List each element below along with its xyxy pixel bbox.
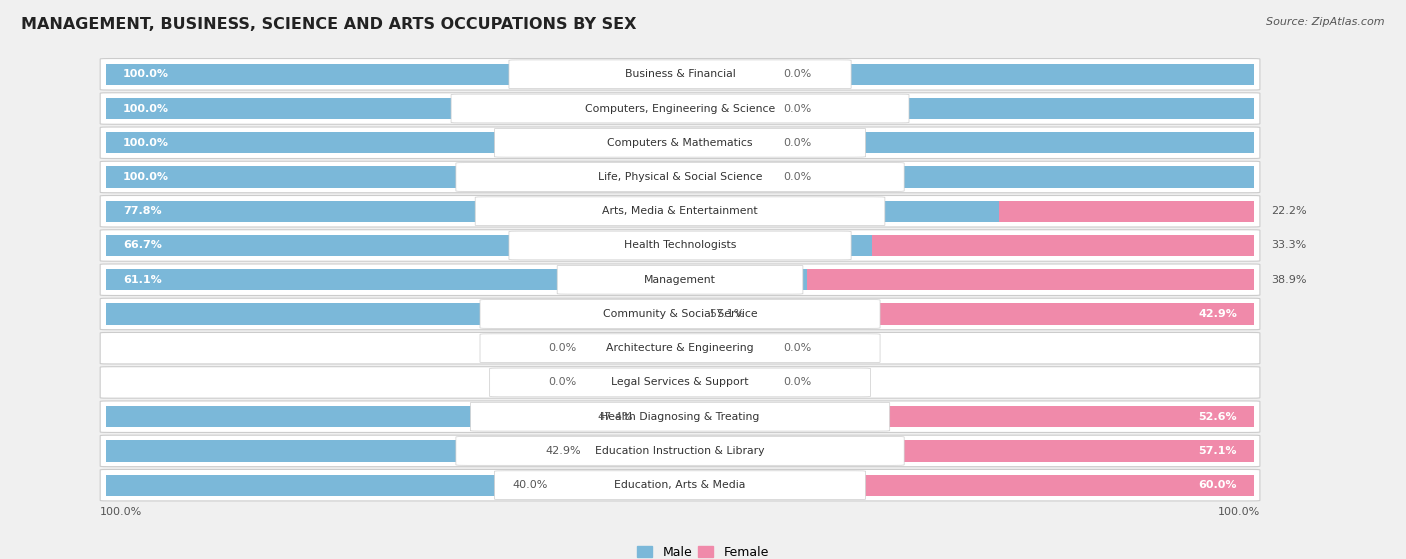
Text: 61.1%: 61.1% (124, 274, 162, 285)
FancyBboxPatch shape (100, 161, 1260, 193)
FancyBboxPatch shape (495, 471, 866, 500)
FancyBboxPatch shape (100, 367, 1260, 398)
Text: 0.0%: 0.0% (783, 69, 811, 79)
Bar (105, 64, 1254, 85)
Text: 100.0%: 100.0% (124, 103, 169, 113)
Text: 42.9%: 42.9% (1198, 309, 1237, 319)
FancyBboxPatch shape (100, 59, 1260, 90)
Bar (588, 372, 669, 393)
Text: Health Technologists: Health Technologists (624, 240, 737, 250)
FancyBboxPatch shape (100, 264, 1260, 296)
FancyBboxPatch shape (451, 94, 910, 123)
Bar (599, 440, 1254, 462)
FancyBboxPatch shape (100, 196, 1260, 227)
FancyBboxPatch shape (100, 435, 1260, 467)
Bar (692, 167, 772, 188)
Text: 0.0%: 0.0% (783, 138, 811, 148)
Text: Computers, Engineering & Science: Computers, Engineering & Science (585, 103, 775, 113)
Text: 0.0%: 0.0% (783, 103, 811, 113)
Bar (807, 269, 1254, 290)
FancyBboxPatch shape (489, 368, 870, 397)
Bar (692, 338, 772, 359)
FancyBboxPatch shape (509, 60, 851, 89)
Text: 33.3%: 33.3% (1271, 240, 1306, 250)
Bar (105, 98, 1254, 119)
Text: 52.6%: 52.6% (1198, 411, 1237, 421)
FancyBboxPatch shape (100, 127, 1260, 159)
Text: 0.0%: 0.0% (783, 343, 811, 353)
FancyBboxPatch shape (100, 401, 1260, 433)
Bar (105, 475, 565, 496)
Text: 0.0%: 0.0% (548, 343, 576, 353)
Text: 0.0%: 0.0% (783, 377, 811, 387)
Text: 47.4%: 47.4% (598, 411, 633, 421)
Text: 0.0%: 0.0% (548, 377, 576, 387)
Text: 22.2%: 22.2% (1271, 206, 1308, 216)
Text: Business & Financial: Business & Financial (624, 69, 735, 79)
Text: 100.0%: 100.0% (124, 69, 169, 79)
Bar (105, 132, 1254, 153)
Text: 40.0%: 40.0% (513, 480, 548, 490)
Text: 100.0%: 100.0% (124, 138, 169, 148)
FancyBboxPatch shape (456, 163, 904, 191)
Bar (872, 235, 1254, 256)
Text: Education, Arts & Media: Education, Arts & Media (614, 480, 745, 490)
Bar (692, 98, 772, 119)
Text: Source: ZipAtlas.com: Source: ZipAtlas.com (1267, 17, 1385, 27)
FancyBboxPatch shape (479, 334, 880, 363)
Legend: Male, Female: Male, Female (633, 541, 773, 559)
FancyBboxPatch shape (100, 93, 1260, 124)
Text: 42.9%: 42.9% (546, 446, 581, 456)
FancyBboxPatch shape (509, 231, 851, 260)
Text: Legal Services & Support: Legal Services & Support (612, 377, 749, 387)
FancyBboxPatch shape (471, 402, 890, 431)
Text: Architecture & Engineering: Architecture & Engineering (606, 343, 754, 353)
FancyBboxPatch shape (100, 230, 1260, 261)
Bar (692, 132, 772, 153)
Text: 60.0%: 60.0% (1198, 480, 1237, 490)
Text: 100.0%: 100.0% (124, 172, 169, 182)
FancyBboxPatch shape (100, 333, 1260, 364)
Text: MANAGEMENT, BUSINESS, SCIENCE AND ARTS OCCUPATIONS BY SEX: MANAGEMENT, BUSINESS, SCIENCE AND ARTS O… (21, 17, 637, 32)
Bar (105, 269, 807, 290)
Bar (692, 64, 772, 85)
Text: 38.9%: 38.9% (1271, 274, 1306, 285)
Bar (650, 406, 1254, 427)
Bar (105, 201, 1000, 222)
Text: 66.7%: 66.7% (124, 240, 162, 250)
FancyBboxPatch shape (475, 197, 884, 226)
Bar (762, 304, 1254, 325)
Bar (588, 338, 669, 359)
Text: Arts, Media & Entertainment: Arts, Media & Entertainment (602, 206, 758, 216)
Text: 57.1%: 57.1% (709, 309, 744, 319)
FancyBboxPatch shape (479, 300, 880, 328)
Bar (105, 304, 762, 325)
Text: Health Diagnosing & Treating: Health Diagnosing & Treating (600, 411, 759, 421)
Text: Community & Social Service: Community & Social Service (603, 309, 758, 319)
Text: Education Instruction & Library: Education Instruction & Library (595, 446, 765, 456)
FancyBboxPatch shape (495, 129, 866, 157)
Bar (105, 235, 872, 256)
FancyBboxPatch shape (456, 437, 904, 465)
Bar (105, 167, 1254, 188)
Text: Life, Physical & Social Science: Life, Physical & Social Science (598, 172, 762, 182)
Text: 77.8%: 77.8% (124, 206, 162, 216)
Text: 57.1%: 57.1% (1198, 446, 1237, 456)
Text: Computers & Mathematics: Computers & Mathematics (607, 138, 752, 148)
Text: 0.0%: 0.0% (783, 172, 811, 182)
Bar (105, 440, 599, 462)
Text: Management: Management (644, 274, 716, 285)
Text: 100.0%: 100.0% (100, 507, 142, 517)
Text: 100.0%: 100.0% (1218, 507, 1260, 517)
FancyBboxPatch shape (557, 266, 803, 294)
Bar (105, 406, 650, 427)
Bar (692, 372, 772, 393)
Bar (565, 475, 1254, 496)
FancyBboxPatch shape (100, 298, 1260, 330)
Bar (1000, 201, 1254, 222)
FancyBboxPatch shape (100, 470, 1260, 501)
